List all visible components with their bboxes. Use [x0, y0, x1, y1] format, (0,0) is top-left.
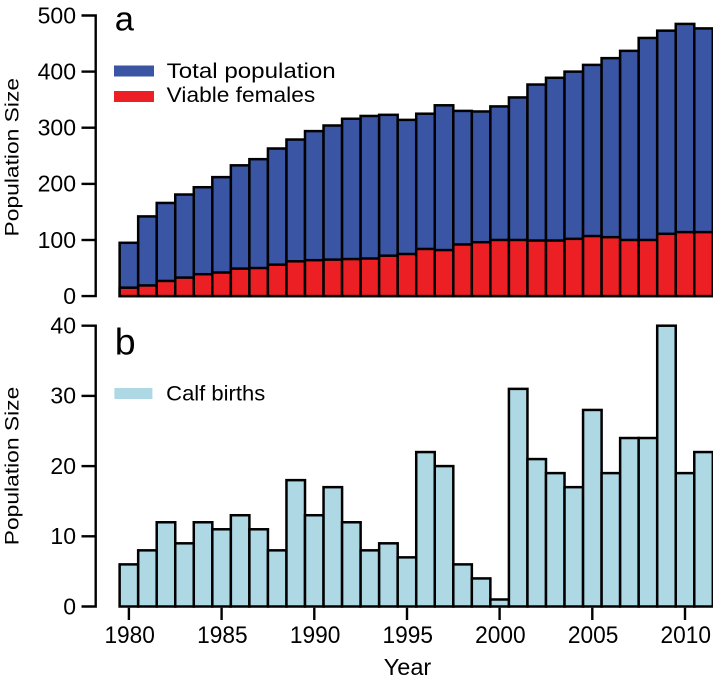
svg-text:200: 200: [38, 171, 76, 197]
svg-text:300: 300: [38, 115, 76, 141]
svg-text:10: 10: [50, 523, 76, 549]
svg-text:1985: 1985: [197, 623, 248, 649]
svg-text:2005: 2005: [568, 623, 619, 649]
svg-text:1980: 1980: [104, 623, 155, 649]
svg-text:1995: 1995: [383, 623, 434, 649]
svg-text:40: 40: [50, 313, 76, 339]
svg-text:Calf births: Calf births: [166, 383, 265, 406]
svg-text:Population Size: Population Size: [3, 387, 24, 546]
svg-text:1990: 1990: [290, 623, 341, 649]
svg-text:20: 20: [50, 453, 76, 479]
svg-text:100: 100: [38, 227, 76, 253]
svg-text:0: 0: [63, 593, 76, 619]
svg-text:30: 30: [50, 383, 76, 409]
svg-text:2000: 2000: [475, 623, 526, 649]
svg-text:b: b: [115, 321, 136, 363]
svg-text:400: 400: [38, 58, 76, 84]
svg-text:Total population: Total population: [167, 60, 336, 83]
svg-text:500: 500: [38, 2, 76, 28]
svg-text:Viable females: Viable females: [167, 84, 316, 107]
svg-text:2010: 2010: [661, 623, 712, 649]
svg-text:Population Size: Population Size: [3, 78, 24, 237]
svg-text:Year: Year: [384, 654, 432, 680]
svg-text:a: a: [115, 1, 135, 39]
svg-text:0: 0: [63, 283, 76, 309]
